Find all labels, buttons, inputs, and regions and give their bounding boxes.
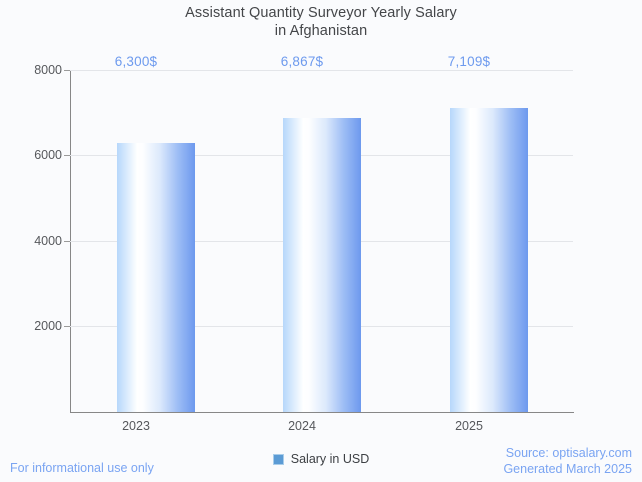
y-tick-label-8000: 8000 <box>34 63 62 77</box>
x-tick-label-2025: 2025 <box>455 419 483 433</box>
disclaimer-text: For informational use only <box>10 461 154 475</box>
bar-value-2025: 7,109$ <box>447 54 491 69</box>
x-axis-line <box>70 412 574 413</box>
y-tick-mark-6000 <box>64 155 70 156</box>
y-axis-labels: 8000 6000 4000 2000 <box>0 0 62 482</box>
legend-swatch-icon <box>272 453 284 465</box>
y-tick-mark-8000 <box>64 70 70 71</box>
bar-value-2023: 6,300$ <box>114 54 158 69</box>
chart-title-line-2: in Afghanistan <box>274 23 368 39</box>
y-tick-label-4000: 4000 <box>34 234 62 248</box>
gridline-8000 <box>70 70 573 71</box>
chart-title: Assistant Quantity Surveyor Yearly Salar… <box>0 4 642 40</box>
bar-2024[interactable] <box>283 118 361 412</box>
x-tick-label-2023: 2023 <box>122 419 150 433</box>
y-tick-mark-2000 <box>64 326 70 327</box>
plot-area <box>70 70 573 412</box>
chart-legend: Salary in USD <box>0 452 642 466</box>
source-block: Source: optisalary.com Generated March 2… <box>503 446 632 477</box>
x-tick-label-2024: 2024 <box>288 419 316 433</box>
y-tick-mark-4000 <box>64 241 70 242</box>
y-tick-label-6000: 6000 <box>34 148 62 162</box>
bar-value-2024: 6,867$ <box>280 54 324 69</box>
generated-text: Generated March 2025 <box>503 461 632 476</box>
legend-item-label[interactable]: Salary in USD <box>290 452 370 466</box>
y-tick-label-2000: 2000 <box>34 319 62 333</box>
bar-2023[interactable] <box>117 143 195 412</box>
source-text: Source: optisalary.com <box>505 446 632 460</box>
bar-2025[interactable] <box>450 108 528 412</box>
chart-title-line-1: Assistant Quantity Surveyor Yearly Salar… <box>185 5 457 21</box>
